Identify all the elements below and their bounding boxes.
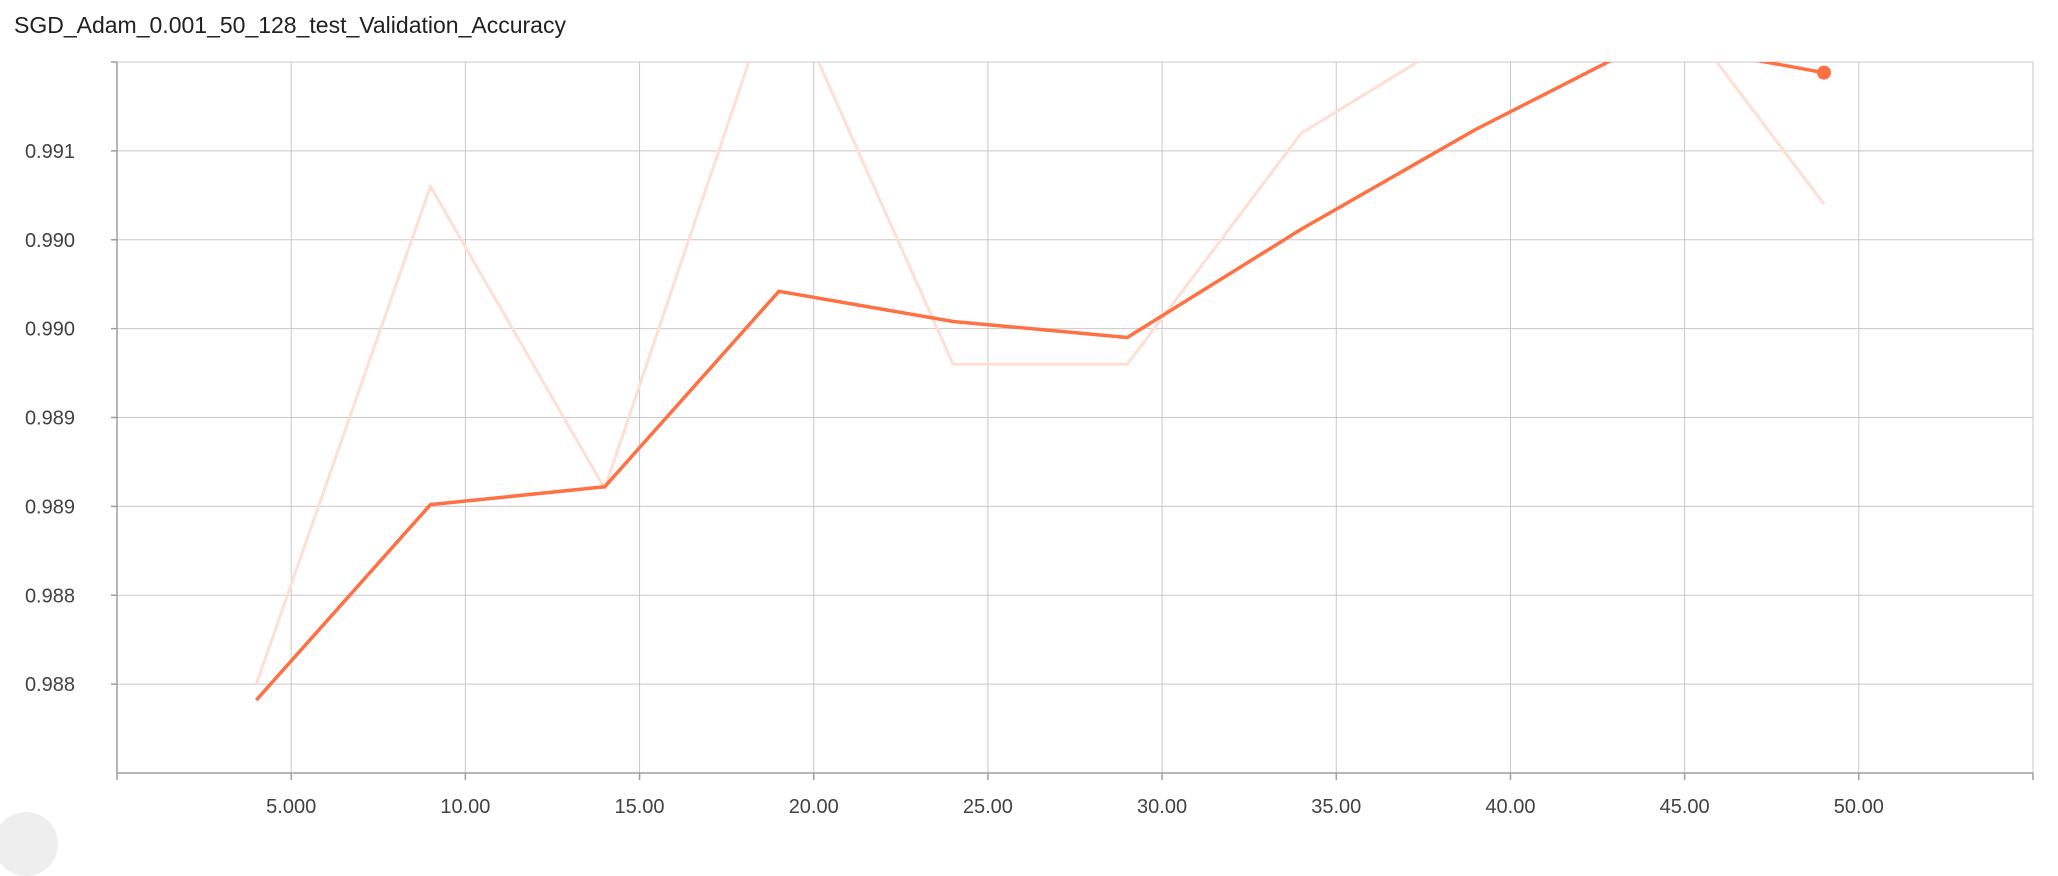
x-tick-label: 35.00: [1311, 796, 1361, 818]
series-end-point: [1816, 65, 1831, 80]
y-tick-label: 0.991: [25, 141, 75, 163]
x-tick-label: 50.00: [1834, 796, 1884, 818]
line-chart: 0.988 0.988 0.989 0.989 0.990 0.990 0.991 5.000…: [25, 61, 2034, 818]
y-tick-label: 0.990: [25, 230, 75, 252]
label-layer: 0.988 0.988 0.989 0.989 0.990 0.990 0.991 5.000…: [25, 141, 1884, 818]
y-tick-label: 0.988: [25, 674, 75, 696]
x-tick-label: 40.00: [1485, 796, 1535, 818]
x-tick-label: 15.00: [615, 796, 665, 818]
circle-button-icon[interactable]: [0, 812, 58, 876]
axis-layer: [111, 61, 2034, 780]
x-tick-label: 30.00: [1137, 796, 1187, 818]
y-tick-label: 0.989: [25, 496, 75, 518]
series-layer: [254, 62, 1831, 702]
x-tick-label: 10.00: [440, 796, 490, 818]
smoothed-series-line: [254, 62, 1825, 702]
x-tick-label: 5.000: [266, 796, 316, 818]
y-tick-label: 0.988: [25, 585, 75, 607]
y-tick-label: 0.990: [25, 319, 75, 341]
grid-layer: [117, 61, 2034, 773]
x-tick-label: 25.00: [963, 796, 1013, 818]
x-tick-label: 20.00: [789, 796, 839, 818]
chart-title: SGD_Adam_0.001_50_128_test_Validation_Ac…: [14, 12, 566, 38]
raw-series-line: [254, 62, 1826, 685]
x-tick-label: 45.00: [1660, 796, 1710, 818]
y-tick-label: 0.989: [25, 408, 75, 430]
